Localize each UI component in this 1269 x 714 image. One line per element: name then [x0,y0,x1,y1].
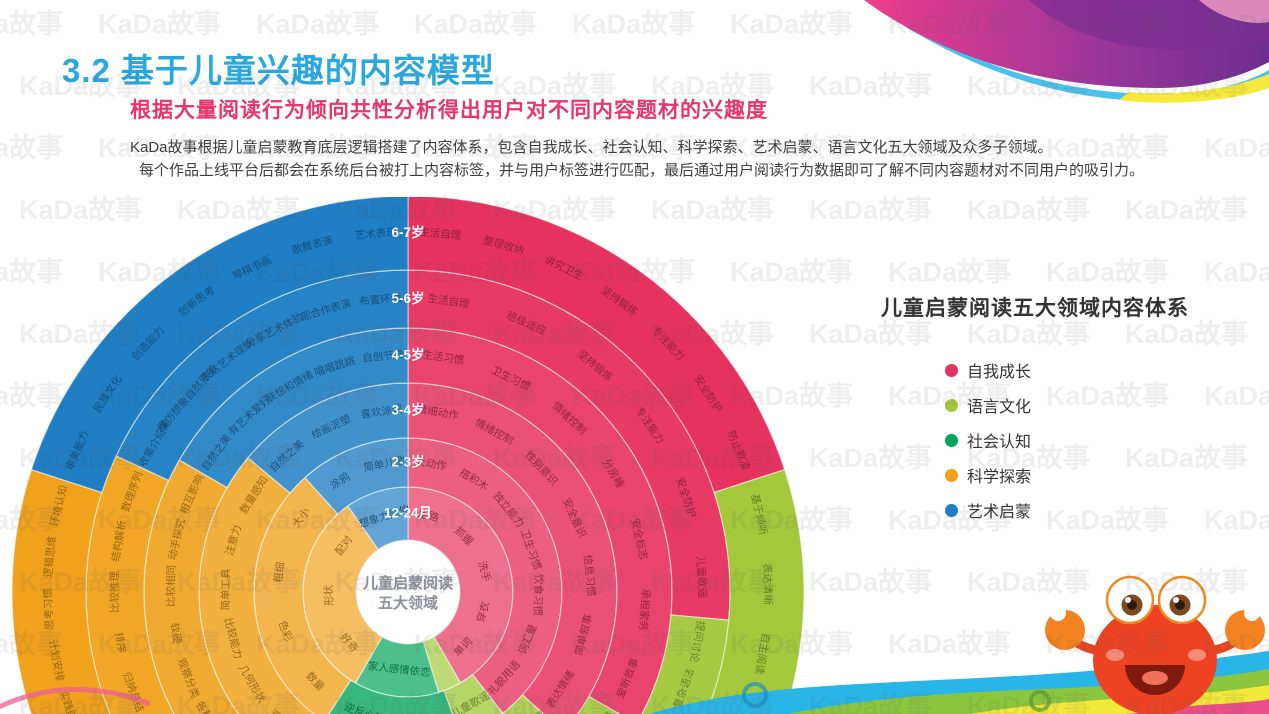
interest-sunburst-chart: 走路抓握洗手穿衣单词大动作搭积木独立能力卫生习惯饮食习惯词汇量礼貌用语精细动作情… [11,197,805,714]
chart-topic-label: 承担家务 [636,588,652,631]
watermark-text: KaDa故事 [1046,257,1170,287]
chart-topic-label: 比较推理 [108,571,121,613]
chart-topic-label: 喜欢涂鸦 [360,402,403,421]
chart-topic-label: 信息习惯 [581,554,598,597]
chart-age-ring-label: 5-6岁 [391,290,424,306]
page-subtitle: 根据大量阅读行为倾向共性分析得出用户对不同内容题材的兴趣度 [130,99,768,122]
chart-topic-label: 比较相同 [164,565,178,607]
chart-topic-label: 穿衣 [474,600,492,624]
chart-ring-segment [328,679,454,714]
legend-label-social-cognition: 社会认知 [967,434,1032,451]
chart-ring-segment [576,695,621,714]
chart-topic-label: 粗细 [271,561,287,584]
chart-topic-label: 大动作 [414,455,448,473]
chart-topic-label: 儿童歌谣 [694,556,709,599]
chart-topic-label: 走路 [417,507,441,525]
chart-topic-label: 思考习惯 [41,587,56,630]
watermark-text: KaDa故事 [98,9,222,39]
chart-center-label: 儿童启蒙阅读 [362,574,453,592]
chart-center-circle [355,539,461,645]
watermark-text: KaDa故事 [967,195,1091,225]
chart-age-ring-label: 6-7岁 [391,224,424,240]
chart-age-ring-label: 2-3岁 [391,454,424,470]
chart-legend: 儿童启蒙阅读五大领域内容体系 自我成长 语言文化 社会认知 科学探索 艺术启蒙 [845,292,1225,522]
watermark-text: KaDa故事 [572,9,696,39]
chart-topic-label: 简单工具 [219,568,233,611]
chart-center-label: 五大领域 [378,594,438,612]
chart-topic-label: 生活自理 [427,292,471,311]
crab-body [1093,605,1217,714]
legend-label-art-enlightenment: 艺术启蒙 [967,504,1032,521]
legend-title: 儿童启蒙阅读五大领域内容体系 [881,297,1189,320]
chart-topic-label: 艺术表现 [354,225,397,242]
chart-topic-label: 生活习惯 [422,348,466,367]
legend-item-art-enlightenment: 艺术启蒙 [945,498,1225,522]
watermark-text: KaDa故事 [256,9,380,39]
legend-label-science-exploration: 科学探索 [967,469,1032,486]
legend-item-language-culture: 语言文化 [945,393,1225,417]
chart-topic-label: 洗手 [475,560,493,584]
chart-topic-label: 软硬 [168,622,185,645]
chart-age-ring-label: 12-24月 [384,506,432,521]
chart-topic-label: 逻辑思维 [41,535,58,579]
chart-topic-label: 饮食习惯 [531,574,545,617]
chart-topic-label: 生活自理 [419,225,462,242]
corner-curve-decoration [0,686,150,710]
chart-ring-segment [705,468,805,714]
legend-dot-science-exploration [945,468,958,482]
legend-dot-art-enlightenment [945,503,958,517]
chart-topic-label: 布置环境 [359,291,402,308]
intro-line-1: KaDa故事根据儿童启蒙教育底层逻辑搭建了内容体系，包含自我成长、社会认知、科学… [130,139,1053,156]
watermark-text: KaDa故事 [1125,195,1249,225]
legend-dot-social-cognition [945,433,958,447]
chart-topic-label: 自创节奏 [362,347,406,364]
section-number: 3.2 [62,52,111,89]
chart-topic-label: 色彩 [276,619,295,643]
crab-mascot [1045,575,1265,714]
chart-ring-segment [641,614,730,714]
legend-label-language-culture: 语言文化 [967,399,1032,416]
legend-item-science-exploration: 科学探索 [945,463,1225,487]
ribbon-decoration [864,0,1269,103]
legend-items: 自我成长 语言文化 社会认知 科学探索 艺术启蒙 [945,358,1225,522]
legend-item-social-cognition: 社会认知 [945,428,1225,452]
crab-left-cheek [1106,649,1124,661]
chart-ring-segment [500,694,545,714]
section-title: 基于儿童兴趣的内容模型 [120,52,495,89]
intro-paragraph: KaDa故事根据儿童启蒙教育底层逻辑搭建了内容体系，包含自我成长、社会认知、科学… [130,136,1144,183]
chart-topic-label: 排序 [112,631,128,654]
watermark-text: KaDa故事 [888,257,1012,287]
chart-age-ring-label: 4-5岁 [391,347,424,363]
chart-topic-label: 表达清晰 [761,563,775,606]
watermark-text: KaDa故事 [1204,257,1269,287]
legend-item-self-growth: 自我成长 [945,358,1225,382]
crab-right-cheek [1188,649,1206,661]
watermark-text: KaDa故事 [0,9,64,39]
watermark-text: KaDa故事 [0,133,64,163]
page-title: 3.2 基于儿童兴趣的内容模型 [62,44,495,92]
watermark-text: KaDa故事 [414,9,538,39]
legend-label-self-growth: 自我成长 [967,364,1032,381]
chart-topic-label: 形状 [322,584,336,606]
chart-age-ring-label: 3-4岁 [391,402,424,418]
legend-dot-language-culture [945,398,958,412]
chart-ring-segment [30,197,409,494]
legend-dot-self-growth [945,363,958,377]
intro-line-2: 每个作品上线平台后都会在系统后台被打上内容标签，并与用户标签进行匹配，最后通过用… [139,162,1145,180]
